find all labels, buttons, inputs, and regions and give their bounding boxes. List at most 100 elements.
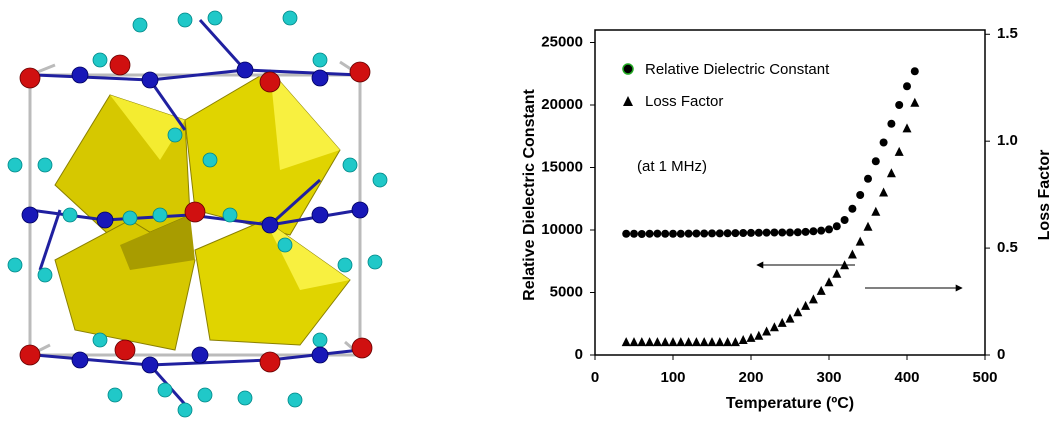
point: [630, 229, 638, 238]
point: [832, 222, 841, 231]
point: [652, 337, 662, 347]
point: [793, 307, 803, 317]
point: [676, 337, 686, 347]
point: [886, 168, 896, 178]
point: [847, 249, 857, 259]
point: [840, 260, 850, 270]
legend: Relative Dielectric Constant Loss Factor: [622, 61, 830, 110]
point: [824, 277, 834, 287]
point: [879, 138, 888, 147]
point: [708, 229, 716, 238]
y-tick-label: 5000: [550, 283, 583, 300]
y-tick-label: 25000: [541, 33, 583, 50]
point: [661, 229, 670, 238]
point: [879, 187, 889, 197]
point: [887, 119, 896, 128]
point: [832, 268, 842, 278]
point: [816, 285, 826, 295]
y2-tick-label: 1.5: [997, 25, 1018, 42]
x-tick-label: 0: [591, 369, 599, 386]
y-axis-title: Relative Dielectric Constant: [521, 89, 538, 301]
point: [723, 229, 732, 238]
point: [801, 227, 810, 236]
point: [809, 227, 818, 236]
point: [637, 230, 646, 238]
point: [762, 228, 771, 237]
y2-tick-label: 0.5: [997, 239, 1018, 256]
point: [910, 67, 919, 76]
point: [848, 204, 857, 213]
point: [910, 97, 920, 107]
y-tick-label: 0: [575, 346, 583, 363]
point: [660, 337, 670, 347]
legend-label: Loss Factor: [645, 93, 723, 110]
legend-marker: [623, 96, 633, 106]
x-tick-label: 500: [972, 369, 997, 386]
point: [739, 229, 748, 237]
y-tick-label: 10000: [541, 221, 583, 238]
point: [770, 228, 779, 237]
point: [856, 191, 865, 199]
plot-frame: [594, 29, 986, 356]
point: [730, 337, 740, 347]
point: [692, 229, 701, 238]
point: [668, 337, 678, 347]
point: [786, 228, 794, 237]
point: [684, 229, 693, 238]
point: [731, 229, 740, 238]
point: [715, 229, 724, 238]
point: [871, 206, 881, 216]
point: [669, 229, 677, 238]
point: [785, 313, 795, 323]
point: [754, 228, 763, 237]
y2-axis-title: Loss Factor: [1036, 150, 1053, 241]
point: [699, 337, 709, 347]
point: [691, 337, 701, 347]
point: [902, 123, 912, 133]
point: [676, 229, 685, 238]
legend-marker: [622, 63, 634, 75]
point: [871, 157, 880, 166]
x-tick-label: 400: [894, 369, 919, 386]
point: [778, 228, 787, 237]
point: [621, 337, 631, 347]
point: [769, 322, 779, 332]
point: [707, 337, 717, 347]
point: [801, 300, 811, 310]
point: [894, 146, 904, 156]
point: [715, 337, 725, 347]
y-tick-label: 15000: [541, 158, 583, 175]
point: [645, 337, 655, 347]
x-tick-label: 200: [738, 369, 763, 386]
point: [645, 229, 654, 238]
point: [700, 229, 709, 238]
point: [747, 228, 755, 237]
point: [746, 332, 756, 342]
point: [903, 82, 911, 91]
point: [864, 174, 872, 183]
y-tick-label: 20000: [541, 96, 583, 113]
point: [817, 226, 826, 235]
point: [762, 326, 772, 336]
x-axis-title: Temperature (ºC): [726, 395, 854, 412]
annotation: (at 1 MHz): [637, 158, 707, 175]
y2-tick-label: 0: [997, 346, 1005, 363]
point: [777, 317, 787, 327]
point: [684, 337, 694, 347]
point: [895, 101, 904, 109]
legend-label: Relative Dielectric Constant: [645, 61, 830, 78]
point: [738, 335, 748, 345]
point: [723, 337, 733, 347]
point: [863, 221, 873, 231]
point: [622, 229, 631, 238]
y2-tick-label: 1.0: [997, 132, 1018, 149]
crystal-structure: [7, 10, 388, 418]
point: [855, 236, 865, 246]
x-tick-label: 100: [660, 369, 685, 386]
point: [653, 229, 662, 238]
point: [629, 337, 639, 347]
point: [637, 337, 647, 347]
point: [793, 228, 802, 237]
point: [840, 216, 849, 224]
